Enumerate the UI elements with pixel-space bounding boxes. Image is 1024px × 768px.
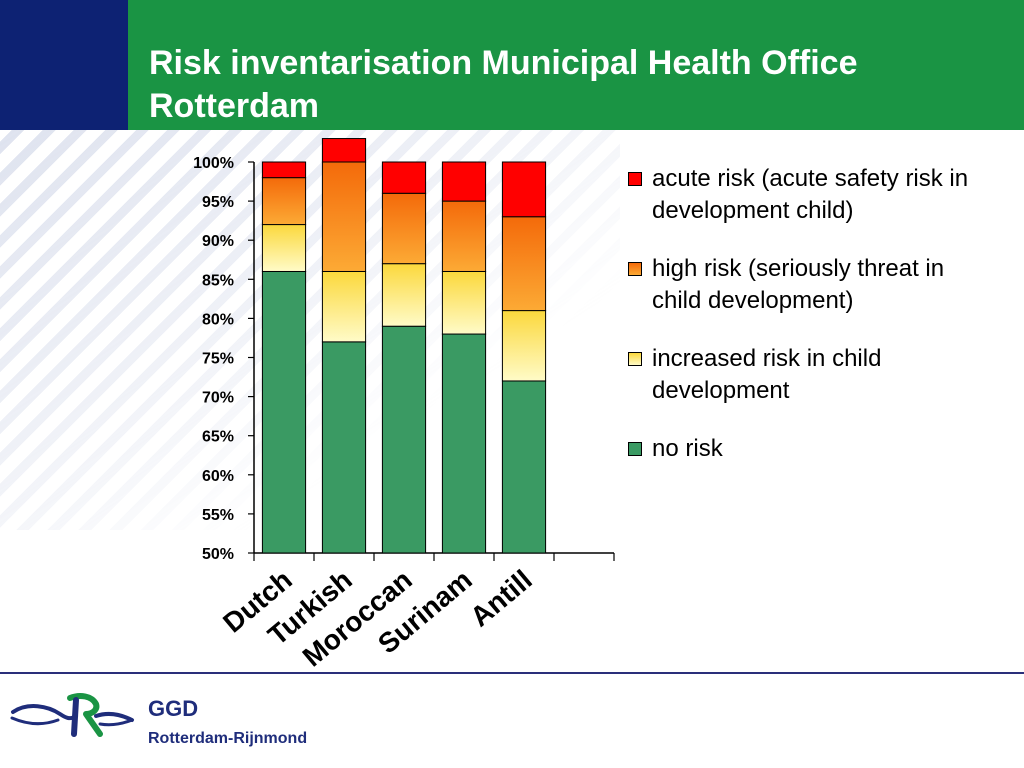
brand-name: GGD: [148, 696, 199, 721]
legend-label-high-risk: high risk (seriously threat in child dev…: [652, 255, 945, 314]
bar-segment-increased-risk: [321, 270, 367, 343]
y-tick-label: 70%: [202, 390, 234, 407]
bar-segment-high-risk: [501, 216, 547, 312]
bar-segment-no-risk: [261, 270, 307, 554]
y-tick-label: 60%: [202, 468, 234, 485]
y-tick-label: 65%: [202, 429, 234, 446]
footer-divider: [0, 672, 1024, 674]
legend-swatch-no-risk: [628, 442, 642, 456]
chart-axes: [248, 161, 615, 561]
category-label: Antill: [464, 564, 538, 633]
legend-item-no-risk: no risk: [628, 433, 998, 465]
slide-title: Risk inventarisation Municipal Health Of…: [149, 44, 858, 125]
bar-segment-high-risk: [441, 200, 487, 272]
y-tick-label: 50%: [202, 546, 234, 563]
bar-segment-no-risk: [441, 333, 487, 554]
bar-segment-high-risk: [321, 161, 367, 272]
legend-label-increased-risk: increased risk in child development: [652, 345, 882, 404]
ggd-logo-icon: [10, 693, 134, 737]
bar-segment-high-risk: [261, 177, 307, 226]
legend-item-increased-risk: increased risk in child development: [628, 343, 998, 407]
chart-bars: [261, 138, 547, 554]
legend-item-high-risk: high risk (seriously threat in child dev…: [628, 253, 998, 317]
bar-segment-acute-risk: [441, 161, 487, 202]
y-tick-label: 95%: [202, 194, 234, 211]
bar-segment-no-risk: [501, 380, 547, 554]
legend-swatch-acute-risk: [628, 172, 642, 186]
bar-segment-acute-risk: [381, 161, 427, 194]
legend-item-acute-risk: acute risk (acute safety risk in develop…: [628, 163, 998, 227]
legend-label-no-risk: no risk: [652, 435, 723, 462]
y-tick-label: 85%: [202, 272, 234, 289]
bar-segment-no-risk: [381, 325, 427, 554]
brand-region: Rotterdam-Rijnmond: [148, 730, 308, 747]
y-tick-label: 90%: [202, 233, 234, 250]
header-navy-block: [0, 0, 128, 130]
bar-segment-acute-risk: [261, 161, 307, 179]
bar-segment-acute-risk: [321, 138, 367, 163]
legend-label-acute-risk: acute risk (acute safety risk in develop…: [652, 165, 969, 224]
bar-segment-high-risk: [381, 192, 427, 265]
y-tick-label: 75%: [202, 351, 234, 368]
header-green-block: [128, 0, 1024, 130]
bar-segment-no-risk: [321, 341, 367, 554]
bar-segment-increased-risk: [381, 263, 427, 327]
y-tick-label: 55%: [202, 507, 234, 524]
bar-segment-increased-risk: [441, 270, 487, 335]
bar-segment-increased-risk: [501, 310, 547, 382]
chart-legend: acute risk (acute safety risk in develop…: [628, 163, 998, 491]
legend-swatch-increased-risk: [628, 352, 642, 366]
bar-segment-acute-risk: [501, 161, 547, 218]
bar-segment-increased-risk: [261, 224, 307, 272]
y-tick-label: 100%: [193, 155, 234, 172]
legend-swatch-high-risk: [628, 262, 642, 276]
y-tick-label: 80%: [202, 311, 234, 328]
